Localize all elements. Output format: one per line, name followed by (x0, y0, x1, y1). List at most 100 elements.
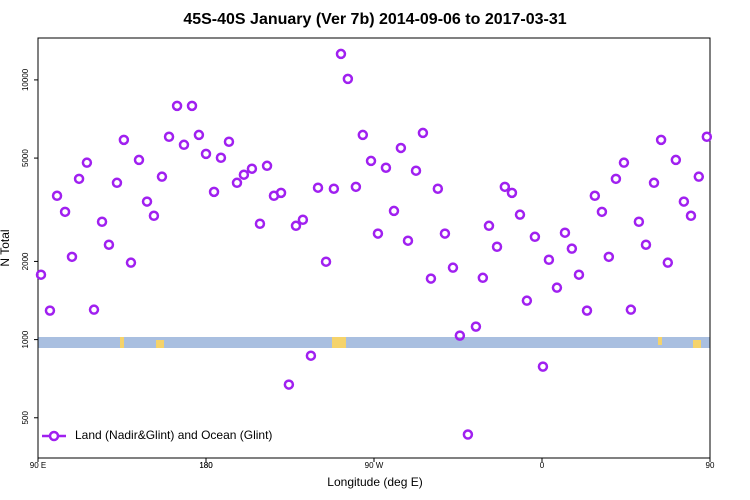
point (357, 129, 369, 141)
point (693, 171, 705, 182)
point (640, 239, 652, 250)
point (365, 155, 377, 167)
point (372, 228, 384, 239)
point (59, 206, 71, 218)
point (223, 136, 235, 147)
point (88, 304, 100, 315)
y-axis-label: N Total (0, 229, 12, 266)
point (261, 160, 273, 172)
x-tick-label: 90 W (365, 461, 384, 470)
x-axis-label: Longitude (deg E) (327, 475, 422, 489)
point (171, 100, 183, 112)
point (596, 206, 608, 218)
point (551, 282, 563, 293)
point (603, 251, 615, 263)
point (566, 243, 578, 254)
point (125, 257, 137, 268)
land-patch (693, 340, 701, 348)
point (350, 181, 362, 193)
point (491, 241, 503, 252)
point (275, 187, 287, 199)
point (537, 361, 549, 372)
y-tick-label: 2000 (21, 252, 30, 270)
point (133, 154, 145, 166)
point (118, 134, 130, 146)
ocean-band (38, 337, 710, 348)
x-tick-label: 180 (199, 461, 213, 470)
point (141, 196, 153, 207)
point (254, 218, 266, 230)
point (148, 210, 160, 222)
point (462, 429, 474, 440)
point (470, 321, 482, 332)
point (66, 251, 78, 263)
point (320, 256, 332, 267)
point (417, 127, 429, 139)
point (425, 273, 437, 284)
land-patch (332, 337, 346, 348)
point (342, 73, 354, 85)
point (529, 231, 541, 243)
point (514, 209, 526, 220)
point (305, 350, 317, 361)
y-tick-label: 1000 (21, 330, 30, 348)
chart-title: 45S-40S January (Ver 7b) 2014-09-06 to 2… (183, 11, 566, 28)
point (678, 196, 690, 207)
point (186, 100, 198, 112)
legend-marker (48, 430, 60, 442)
point (103, 239, 115, 250)
point (35, 269, 47, 280)
point (439, 228, 451, 239)
land-patch (658, 337, 662, 345)
point (633, 216, 645, 228)
y-tick-label: 10000 (21, 68, 30, 91)
point (559, 227, 571, 238)
point (290, 220, 302, 232)
point (178, 139, 190, 151)
point (625, 304, 637, 315)
land-patch (120, 337, 124, 348)
point (231, 177, 243, 189)
point (454, 330, 466, 341)
x-tick-label: 90 E (30, 461, 46, 470)
point (506, 187, 518, 199)
point (328, 183, 340, 194)
point (685, 210, 697, 222)
point (73, 173, 85, 185)
point (573, 269, 585, 280)
point (96, 216, 108, 228)
x-tick-label: 0 (540, 461, 545, 470)
point (610, 173, 622, 185)
point (81, 157, 93, 168)
point (521, 295, 533, 306)
point (543, 254, 555, 265)
band (38, 337, 710, 348)
point (312, 182, 324, 193)
point (618, 157, 630, 168)
y-tick-label: 5000 (21, 149, 30, 167)
point (335, 48, 347, 60)
point (701, 131, 713, 143)
point (483, 220, 495, 232)
point (297, 214, 309, 226)
point (163, 131, 175, 143)
x-tick-label: 90 (706, 461, 715, 470)
point (395, 142, 407, 154)
point (51, 190, 63, 202)
point (193, 129, 205, 141)
point (655, 134, 667, 146)
point (246, 163, 258, 174)
land-patch (156, 340, 164, 348)
point (432, 183, 444, 194)
point (648, 177, 660, 189)
legend-label: Land (Nadir&Glint) and Ocean (Glint) (75, 428, 272, 442)
point (215, 152, 227, 163)
point (447, 262, 459, 273)
point (111, 177, 123, 189)
point (380, 162, 392, 173)
plot-frame (37, 37, 711, 459)
point (402, 235, 414, 246)
point (589, 190, 601, 202)
point (670, 154, 682, 166)
